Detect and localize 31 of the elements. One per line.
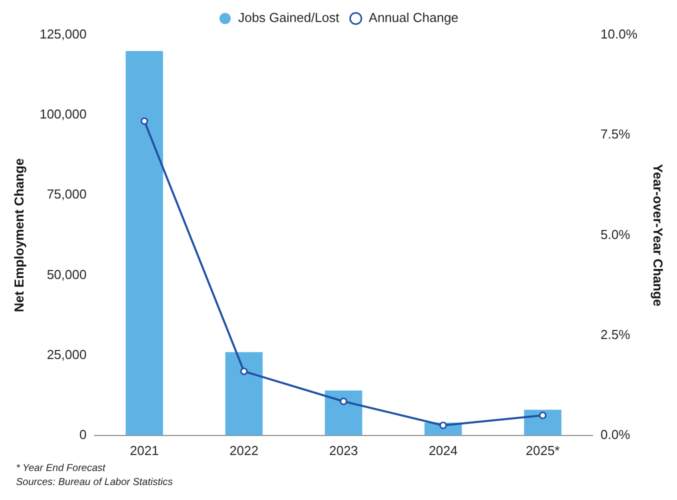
point xyxy=(240,368,248,376)
bar xyxy=(524,410,562,436)
legend-label: Annual Change xyxy=(368,10,458,26)
y-tick-label: 100,000 xyxy=(40,106,87,122)
y2-tick-label: 7.5% xyxy=(600,126,631,142)
y-tick-label: 75,000 xyxy=(46,186,87,202)
y-axis-title: Net Employment Change xyxy=(11,158,26,312)
point xyxy=(340,398,348,406)
x-tick-label: 2025* xyxy=(526,442,560,458)
y2-axis-title: Year-over-Year Change xyxy=(650,164,666,306)
y-tick-label: 0 xyxy=(79,426,87,442)
x-tick-label: 2023 xyxy=(329,442,358,458)
y2-tick-label: 0.0% xyxy=(600,426,631,442)
legend-label: Jobs Gained/Lost xyxy=(238,10,340,26)
y-tick-label: 125,000 xyxy=(40,26,87,42)
y-tick-label: 50,000 xyxy=(46,266,87,282)
text: * Year End Forecast xyxy=(16,462,106,476)
x-tick-label: 2021 xyxy=(130,442,159,458)
point xyxy=(538,412,546,420)
source-note: Sources: Bureau of Labor Statistics xyxy=(16,476,174,490)
bar xyxy=(324,390,362,436)
x-tick-label: 2024 xyxy=(428,442,458,458)
point xyxy=(140,117,148,125)
x-tick-label: 2022 xyxy=(230,442,258,458)
bar xyxy=(225,352,263,436)
point xyxy=(439,422,447,430)
y-tick-label: 25,000 xyxy=(46,346,87,362)
y2-tick-label: 10.0% xyxy=(600,26,638,42)
y2-tick-label: 5.0% xyxy=(600,226,631,242)
y2-tick-label: 2.5% xyxy=(600,326,631,342)
bar xyxy=(126,51,164,436)
